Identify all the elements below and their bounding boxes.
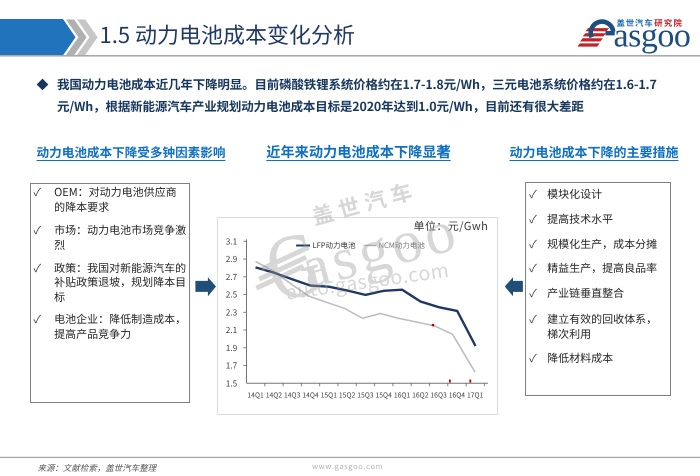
svg-text:1.5: 1.5 <box>226 378 238 390</box>
svg-text:14Q3: 14Q3 <box>284 390 301 400</box>
svg-text:盖世汽车: 盖世汽车 <box>617 17 654 29</box>
svg-text:15Q2: 15Q2 <box>339 390 356 400</box>
svg-text:1.9: 1.9 <box>226 342 238 354</box>
svg-text:14Q1: 14Q1 <box>247 390 264 400</box>
svg-text:3.1: 3.1 <box>226 236 238 248</box>
svg-text:16Q2: 16Q2 <box>412 390 429 400</box>
svg-text:16Q4: 16Q4 <box>449 390 466 400</box>
svg-text:16Q3: 16Q3 <box>430 390 447 400</box>
svg-text:2.7: 2.7 <box>226 271 238 283</box>
svg-text:14Q4: 14Q4 <box>302 390 319 400</box>
svg-text:14Q2: 14Q2 <box>266 390 283 400</box>
svg-text:2.5: 2.5 <box>226 289 238 301</box>
svg-text:研究院: 研究院 <box>654 17 683 29</box>
svg-text:15Q4: 15Q4 <box>376 390 393 400</box>
svg-text:1.7: 1.7 <box>226 360 238 372</box>
svg-text:16Q1: 16Q1 <box>394 390 411 400</box>
svg-text:2.9: 2.9 <box>226 253 238 265</box>
svg-text:LFP动力电池: LFP动力电池 <box>313 241 356 252</box>
svg-text:NCM动力电池: NCM动力电池 <box>379 241 426 252</box>
svg-text:2.1: 2.1 <box>226 324 238 336</box>
svg-text:15Q3: 15Q3 <box>357 390 374 400</box>
svg-text:asgoo: asgoo <box>614 18 691 55</box>
svg-text:2.3: 2.3 <box>226 307 238 319</box>
svg-text:17Q1: 17Q1 <box>467 390 484 400</box>
svg-text:15Q1: 15Q1 <box>321 390 338 400</box>
